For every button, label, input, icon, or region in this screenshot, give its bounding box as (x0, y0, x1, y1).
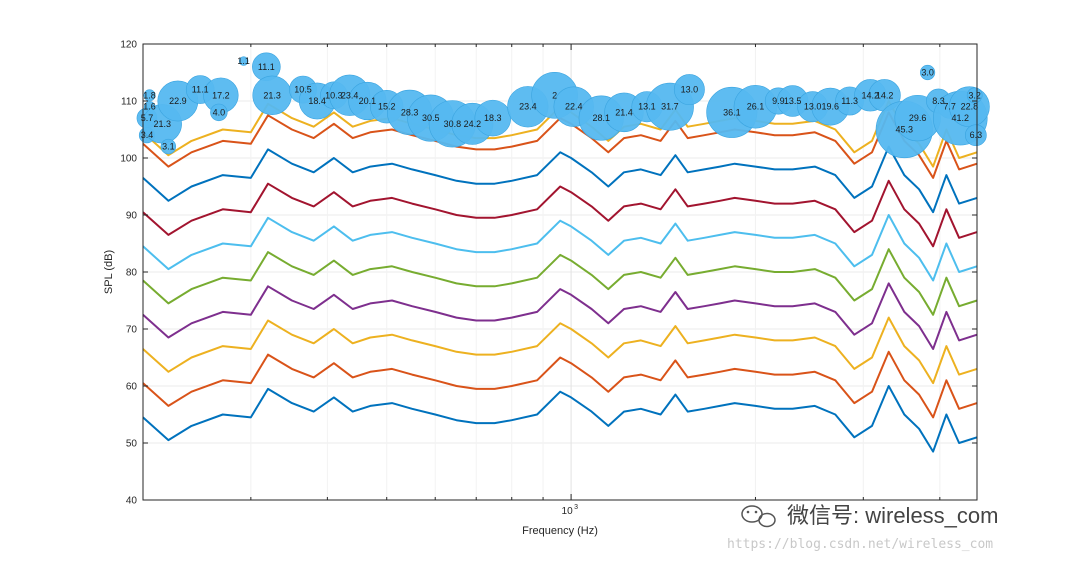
x-tick-exponent: 3 (574, 504, 578, 511)
bubble-label: 31.7 (661, 102, 679, 112)
bubble-label: 19.6 (822, 102, 840, 112)
y-tick-label: 40 (126, 496, 138, 507)
series-lines (142, 100, 978, 453)
y-axis-ticks: 40 50 60 70 80 90 100 110 120 (120, 40, 977, 507)
x-tick-label: 10 (562, 506, 574, 517)
bubble-label: 8.3 (932, 96, 945, 106)
bubble-label: 18.4 (308, 96, 326, 106)
bubble-label: 22.9 (169, 96, 187, 106)
series-line (142, 282, 978, 350)
bubble-label: 45.3 (896, 125, 914, 135)
bubble-label: 5.7 (141, 113, 154, 123)
bubble-label: 21.3 (153, 119, 171, 129)
bubble-label: 28.1 (592, 113, 610, 123)
bubble-marker (238, 56, 249, 66)
y-tick-label: 80 (126, 268, 138, 279)
bubble-label: 21.3 (263, 90, 281, 100)
bubble-label: 11.1 (258, 62, 275, 72)
bubble-label: 23.4 (341, 90, 359, 100)
bubble-label: 3.0 (921, 68, 934, 78)
series-line (142, 316, 978, 385)
y-tick-label: 100 (120, 154, 137, 165)
y-tick-label: 90 (126, 211, 138, 222)
bubble-label: 10.3 (325, 90, 343, 100)
bubble-label: 13.0 (804, 102, 822, 112)
bubble-marker (966, 87, 983, 104)
bubble-label: 14.2 (876, 90, 894, 100)
bubble-marker (920, 64, 936, 81)
bubble-label: 1.8 (143, 90, 156, 100)
series-line (142, 214, 978, 282)
series-line (142, 350, 978, 419)
bubble-marker (160, 138, 177, 155)
series-line (142, 100, 978, 168)
bubble-label: 29.6 (909, 113, 927, 123)
bubble-label: 15.2 (378, 102, 396, 112)
bubble-label: 30.5 (422, 113, 440, 123)
bubble-marker (673, 74, 705, 106)
bubble-label: 3.4 (141, 130, 154, 140)
bubble-label: 30.8 (444, 119, 462, 129)
bubble-label: 13.0 (681, 85, 699, 95)
bubble-label: 2 (552, 90, 557, 100)
x-axis-ticks: 10 3 (142, 44, 941, 517)
y-tick-label: 120 (120, 40, 137, 51)
bubble-label: 22.8 (961, 102, 979, 112)
series-line (142, 111, 978, 179)
series-line (142, 145, 978, 214)
bubble-label: 18.3 (484, 113, 502, 123)
bubble-label: 13.5 (784, 96, 802, 106)
bubble-label: 3.1 (162, 142, 175, 152)
bubble-label: 17.2 (212, 90, 230, 100)
bubble-label: 7.7 (943, 102, 956, 112)
bubble-label: 6.3 (970, 130, 983, 140)
y-axis-label: SPL (dB) (103, 250, 115, 294)
bubble-marker (143, 89, 156, 102)
bubble-marker (210, 103, 228, 122)
bubble-marker (964, 124, 987, 147)
watermark-url: https://blog.csdn.net/wireless_com (727, 537, 993, 552)
y-tick-label: 70 (126, 325, 138, 336)
series-line (142, 179, 978, 248)
y-tick-label: 60 (126, 382, 138, 393)
bubble-label: 4.0 (213, 107, 226, 117)
bubble-label: 21.4 (615, 107, 633, 117)
series-line (142, 385, 978, 453)
series-line (142, 248, 978, 316)
bubble-label: 11.3 (841, 96, 858, 106)
bubble-label: 28.3 (401, 107, 419, 117)
x-axis-label: Frequency (Hz) (522, 525, 598, 537)
wechat-logo-icon (741, 505, 776, 528)
bubble-label: 26.1 (747, 102, 765, 112)
bubble-label: 11.1 (192, 85, 209, 95)
bubble-label: 1.1 (237, 56, 250, 66)
bubble-label: 3.2 (968, 90, 981, 100)
bubble-markers: 1.81.65.73.421.322.93.111.117.24.01.111.… (136, 52, 990, 159)
watermark-title: 微信号: wireless_com (787, 503, 998, 528)
bubble-label: 13.1 (638, 102, 656, 112)
bubble-label: 41.2 (952, 113, 970, 123)
y-tick-label: 110 (121, 97, 137, 108)
bubble-label: 9.9 (772, 96, 785, 106)
bubble-label: 24.2 (464, 119, 482, 129)
bubble-label: 23.4 (519, 102, 537, 112)
bubble-label: 1.6 (143, 102, 156, 112)
y-tick-label: 50 (126, 439, 138, 450)
bubble-label: 36.1 (723, 107, 741, 117)
bubble-label: 20.1 (359, 96, 377, 106)
bubble-label: 22.4 (565, 102, 583, 112)
bubble-label: 10.5 (294, 85, 312, 95)
bubble-label: 14.2 (862, 90, 880, 100)
